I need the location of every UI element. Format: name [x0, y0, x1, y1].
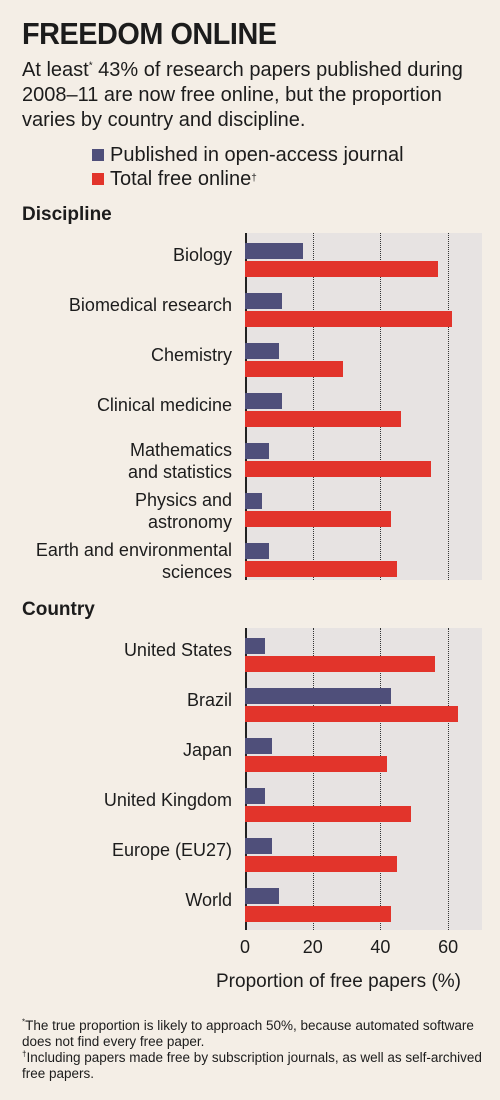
- category-label: Biology: [173, 244, 232, 266]
- category-label: United Kingdom: [104, 789, 232, 811]
- footnote-2: †Including papers made free by subscript…: [22, 1050, 492, 1082]
- bar-oa: [245, 543, 269, 559]
- section-heading-country: Country: [22, 599, 95, 621]
- category-label: Mathematics and statistics: [128, 439, 232, 483]
- bar-total: [245, 806, 411, 822]
- bar-total: [245, 906, 391, 922]
- gridline-20: [313, 628, 314, 930]
- gridline-20: [313, 233, 314, 580]
- bar-oa: [245, 688, 391, 704]
- x-tick-label: 60: [438, 937, 458, 958]
- bar-oa: [245, 888, 279, 904]
- bar-total: [245, 856, 397, 872]
- x-tick-label: 20: [303, 937, 323, 958]
- bar-total: [245, 511, 391, 527]
- category-label: Brazil: [187, 689, 232, 711]
- legend-swatch-oa: [92, 149, 104, 161]
- x-axis-label: Proportion of free papers (%): [216, 971, 461, 993]
- legend-label-total: Total free online: [110, 167, 251, 191]
- category-label: Biomedical research: [69, 294, 232, 316]
- footnotes: *The true proportion is likely to approa…: [22, 1018, 492, 1082]
- bar-oa: [245, 293, 282, 309]
- gridline-40: [380, 233, 381, 580]
- bar-oa: [245, 443, 269, 459]
- category-label: Chemistry: [151, 344, 232, 366]
- bar-total: [245, 261, 438, 277]
- x-tick-label: 40: [370, 937, 390, 958]
- chart-title: FREEDOM ONLINE: [22, 16, 277, 52]
- legend-item-total: Total free online †: [92, 167, 404, 191]
- bar-oa: [245, 243, 303, 259]
- bar-oa: [245, 788, 265, 804]
- gridline-60: [448, 233, 449, 580]
- bar-oa: [245, 838, 272, 854]
- category-label: Clinical medicine: [97, 394, 232, 416]
- subtitle-pre: At least: [22, 59, 89, 81]
- bar-total: [245, 706, 458, 722]
- footnote-2-text: Including papers made free by subscripti…: [22, 1050, 482, 1081]
- bar-oa: [245, 393, 282, 409]
- bar-oa: [245, 343, 279, 359]
- category-label: Europe (EU27): [112, 839, 232, 861]
- gridline-40: [380, 628, 381, 930]
- axis-line: [245, 628, 247, 930]
- category-label: United States: [124, 639, 232, 661]
- bar-oa: [245, 638, 265, 654]
- section-heading-discipline: Discipline: [22, 204, 112, 226]
- x-tick-label: 0: [240, 937, 250, 958]
- bar-total: [245, 311, 452, 327]
- legend-swatch-total: [92, 173, 104, 185]
- bar-total: [245, 656, 435, 672]
- category-label: Japan: [183, 739, 232, 761]
- chart-subtitle: At least* 43% of research papers publish…: [22, 58, 492, 133]
- discipline-chart-panel: [245, 233, 482, 580]
- footnote-1: *The true proportion is likely to approa…: [22, 1018, 492, 1050]
- category-label: Earth and environmental sciences: [36, 539, 232, 583]
- bar-total: [245, 756, 387, 772]
- gridline-60: [448, 628, 449, 930]
- bar-oa: [245, 738, 272, 754]
- bar-total: [245, 461, 431, 477]
- bar-total: [245, 561, 397, 577]
- footnote-1-text: The true proportion is likely to approac…: [22, 1018, 474, 1049]
- bar-oa: [245, 493, 262, 509]
- legend-item-oa: Published in open-access journal: [92, 143, 404, 167]
- category-label: Physics and astronomy: [135, 489, 232, 533]
- bar-total: [245, 411, 401, 427]
- legend-label-oa: Published in open-access journal: [110, 143, 404, 167]
- category-label: World: [185, 889, 232, 911]
- legend: Published in open-access journal Total f…: [92, 143, 404, 191]
- bar-total: [245, 361, 343, 377]
- country-chart-panel: [245, 628, 482, 930]
